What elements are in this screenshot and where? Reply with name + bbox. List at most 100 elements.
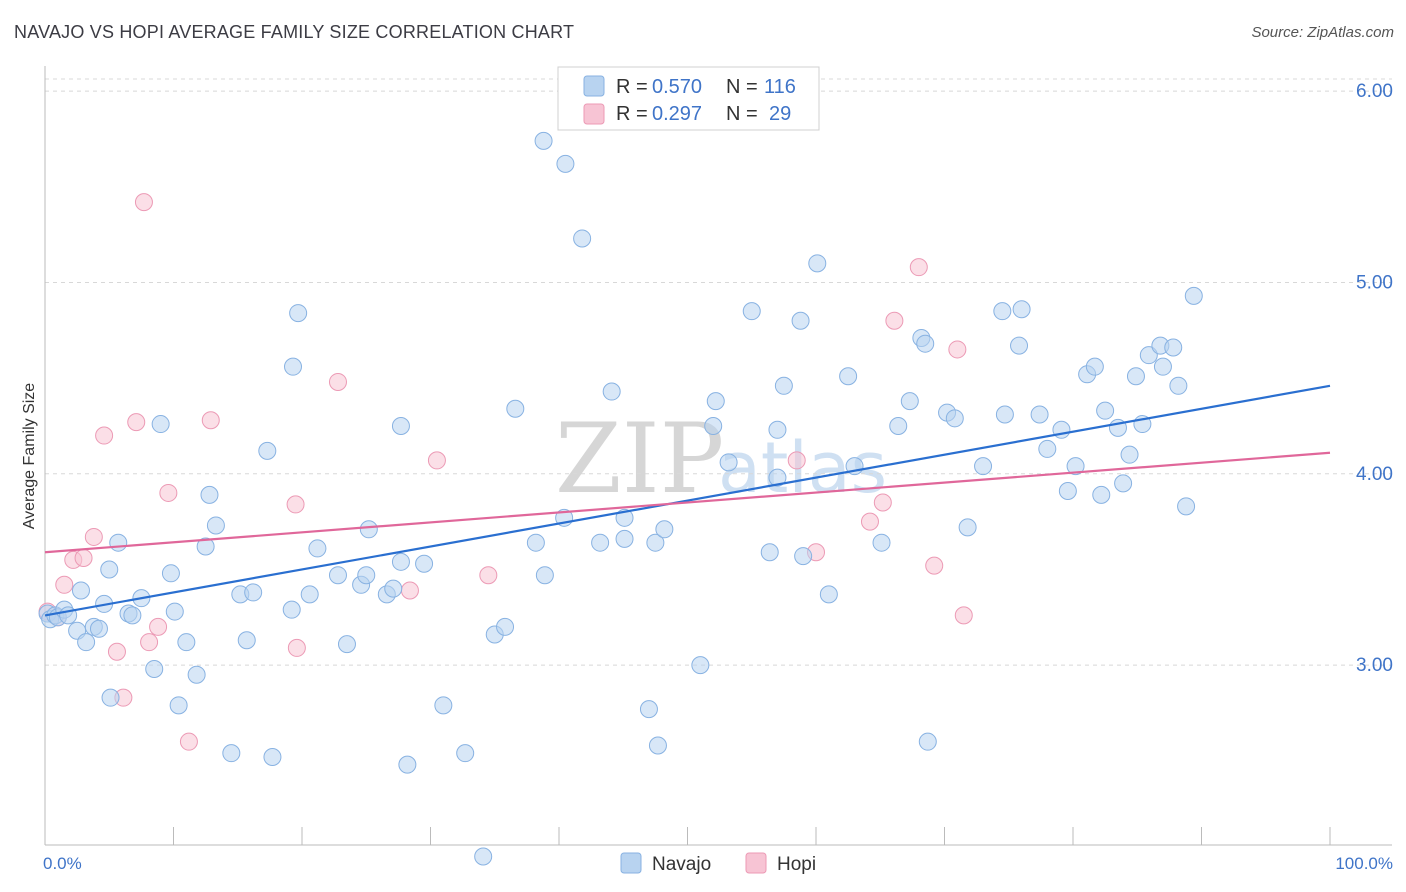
navajo-point bbox=[359, 520, 378, 539]
y-tick-label: 4.00 bbox=[1356, 464, 1393, 485]
navajo-point bbox=[337, 635, 356, 654]
hopi-point bbox=[873, 493, 892, 512]
navajo-point bbox=[434, 696, 453, 715]
navajo-point bbox=[615, 529, 634, 548]
navajo-r-value: 0.570 bbox=[652, 76, 702, 98]
hopi-point bbox=[149, 617, 168, 636]
navajo-point bbox=[808, 254, 827, 273]
navajo-point bbox=[187, 665, 206, 684]
navajo-series-label: Navajo bbox=[652, 854, 711, 875]
navajo-point bbox=[151, 415, 170, 434]
source-label: Source: ZipAtlas.com bbox=[1251, 24, 1394, 41]
navajo-point bbox=[1153, 357, 1172, 376]
navajo-point bbox=[872, 533, 891, 552]
navajo-point bbox=[918, 732, 937, 751]
navajo-point bbox=[774, 376, 793, 395]
navajo-point bbox=[1085, 357, 1104, 376]
navajo-point bbox=[284, 357, 303, 376]
navajo-point bbox=[391, 416, 410, 435]
navajo-point bbox=[384, 579, 403, 598]
navajo-point bbox=[258, 441, 277, 460]
stats-legend: R = 0.570 N = 116 R = 0.297 N = 29 bbox=[557, 66, 820, 131]
hopi-point bbox=[134, 193, 153, 212]
navajo-point bbox=[704, 416, 723, 435]
navajo-point bbox=[1096, 401, 1115, 420]
navajo-point bbox=[222, 744, 241, 763]
hopi-point bbox=[885, 311, 904, 330]
navajo-point bbox=[639, 700, 658, 719]
navajo-point bbox=[1012, 300, 1031, 319]
y-tick-label: 3.00 bbox=[1356, 655, 1393, 676]
hopi-point bbox=[179, 732, 198, 751]
hopi-point bbox=[787, 451, 806, 470]
navajo-point bbox=[655, 520, 674, 539]
navajo-point bbox=[995, 405, 1014, 424]
navajo-n-value: 116 bbox=[764, 76, 796, 98]
navajo-point bbox=[719, 453, 738, 472]
hopi-point bbox=[909, 258, 928, 277]
navajo-point bbox=[591, 533, 610, 552]
navajo-point bbox=[71, 581, 90, 600]
navajo-point bbox=[1126, 367, 1145, 386]
navajo-point bbox=[768, 468, 787, 487]
hopi-point bbox=[954, 606, 973, 625]
hopi-point bbox=[159, 483, 178, 502]
navajo-point bbox=[1038, 439, 1057, 458]
navajo-point bbox=[169, 696, 188, 715]
navajo-point bbox=[945, 409, 964, 428]
hopi-point bbox=[201, 411, 220, 430]
navajo-point bbox=[206, 516, 225, 535]
navajo-point bbox=[77, 633, 96, 652]
navajo-point bbox=[263, 747, 282, 766]
navajo-point bbox=[993, 302, 1012, 321]
hopi-trendline bbox=[44, 451, 1331, 554]
navajo-point bbox=[1058, 482, 1077, 501]
navajo-trendline bbox=[44, 384, 1331, 617]
navajo-point bbox=[534, 131, 553, 150]
chart-title: NAVAJO VS HOPI AVERAGE FAMILY SIZE CORRE… bbox=[14, 22, 575, 42]
y-tick-label: 5.00 bbox=[1356, 272, 1393, 293]
hopi-point bbox=[95, 426, 114, 445]
hopi-point bbox=[479, 566, 498, 585]
navajo-point bbox=[161, 564, 180, 583]
navajo-point bbox=[556, 154, 575, 173]
navajo-point bbox=[145, 659, 164, 678]
navajo-point bbox=[768, 420, 787, 439]
navajo-point bbox=[573, 229, 592, 248]
navajo-point bbox=[706, 392, 725, 411]
grid bbox=[45, 78, 1392, 666]
navajo-point bbox=[794, 547, 813, 566]
navajo-point bbox=[1120, 445, 1139, 464]
trendlines bbox=[44, 384, 1331, 617]
hopi-r-label: R = bbox=[616, 103, 648, 125]
hopi-point bbox=[286, 495, 305, 514]
navajo-point bbox=[974, 457, 993, 476]
navajo-point bbox=[602, 382, 621, 401]
navajo-point bbox=[916, 334, 935, 353]
navajo-point bbox=[958, 518, 977, 537]
hopi-point bbox=[400, 581, 419, 600]
navajo-point bbox=[1184, 286, 1203, 305]
hopi-point bbox=[860, 512, 879, 531]
navajo-point bbox=[1030, 405, 1049, 424]
hopi-point bbox=[140, 633, 159, 652]
navajo-point bbox=[889, 416, 908, 435]
navajo-legend-swatch bbox=[583, 75, 605, 97]
ticks: 3.00 4.00 5.00 6.00 0.0% 100.0% bbox=[43, 81, 1393, 873]
navajo-point bbox=[308, 539, 327, 558]
navajo-point bbox=[1164, 338, 1183, 357]
navajo-point bbox=[398, 755, 417, 774]
navajo-point bbox=[177, 633, 196, 652]
navajo-point bbox=[244, 583, 263, 602]
hopi-series-label: Hopi bbox=[777, 854, 816, 875]
hopi-point bbox=[127, 413, 146, 432]
series-legend: Navajo Hopi bbox=[620, 852, 816, 875]
navajo-point bbox=[646, 533, 665, 552]
navajo-point bbox=[123, 606, 142, 625]
hopi-point bbox=[287, 638, 306, 657]
navajo-point bbox=[839, 367, 858, 386]
hopi-point bbox=[74, 548, 93, 567]
hopi-point bbox=[948, 340, 967, 359]
navajo-point bbox=[1010, 336, 1029, 355]
